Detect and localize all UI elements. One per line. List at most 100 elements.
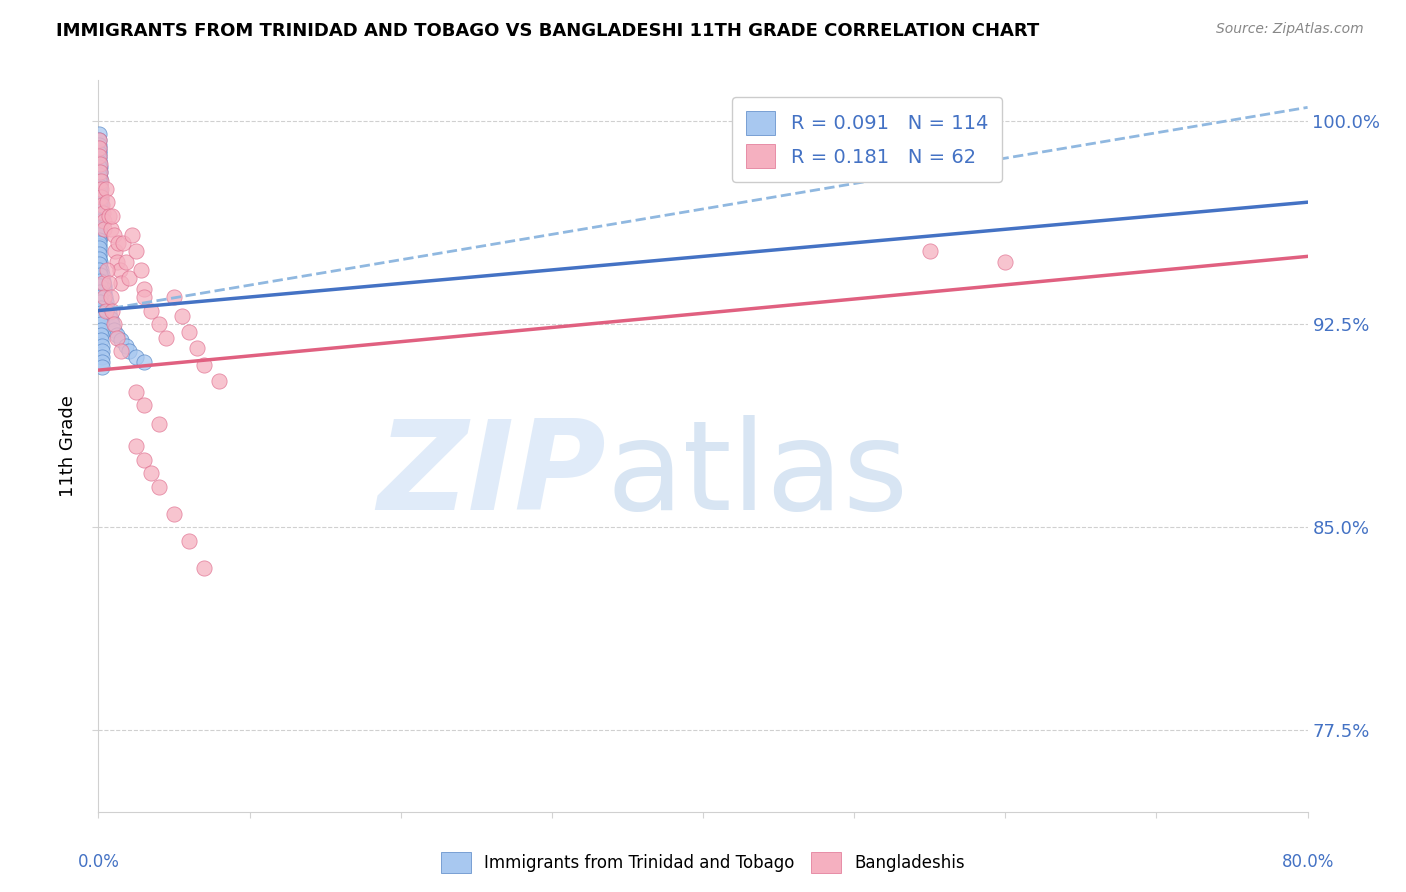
Point [108,263,131,277]
Point [89,165,111,179]
Point [103,317,125,331]
Point [89,195,111,210]
Point [90,322,112,336]
Point [87,235,110,250]
Point [141,466,163,480]
Point [163,507,186,521]
Point [87,146,110,161]
Point [89,217,111,231]
Point [89,176,111,190]
Y-axis label: 11th Grade: 11th Grade [59,395,77,497]
Point [89,157,111,171]
Point [90,311,112,326]
Point [89,203,111,218]
Point [98,277,121,291]
Point [101,317,124,331]
Point [105,327,128,342]
Legend: R = 0.091   N = 114, R = 0.181   N = 62: R = 0.091 N = 114, R = 0.181 N = 62 [733,97,1001,182]
Point [101,209,124,223]
Point [89,144,111,158]
Point [141,303,163,318]
Point [90,211,112,226]
Point [193,358,215,372]
Point [100,222,122,236]
Point [87,128,110,142]
Point [132,355,155,369]
Point [105,254,128,268]
Point [89,260,111,275]
Point [87,138,110,153]
Point [208,374,231,388]
Point [96,195,118,210]
Point [89,187,111,202]
Text: 0.0%: 0.0% [77,854,120,871]
Point [90,334,112,348]
Point [89,209,111,223]
Point [100,290,122,304]
Point [96,263,118,277]
Point [91,277,114,291]
Point [114,254,136,268]
Point [87,133,110,147]
Point [89,271,111,285]
Point [89,168,111,182]
Point [87,133,110,147]
Point [89,154,111,169]
Text: atlas: atlas [606,415,908,536]
Point [87,227,110,242]
Point [90,206,112,220]
Point [125,439,148,453]
Point [89,295,111,310]
Point [93,214,115,228]
Point [186,342,208,356]
Point [179,325,201,339]
Point [89,193,111,207]
Point [89,170,111,185]
Point [89,252,111,266]
Point [89,268,111,283]
Point [87,187,110,202]
Point [89,258,111,272]
Point [96,301,118,315]
Text: Source: ZipAtlas.com: Source: ZipAtlas.com [1216,22,1364,37]
Point [89,209,111,223]
Point [114,339,136,353]
Point [87,178,110,193]
Point [179,533,201,548]
Point [89,190,111,204]
Point [89,141,111,155]
Point [89,185,111,199]
Point [93,282,115,296]
Point [118,344,141,359]
Point [91,206,114,220]
Point [89,225,111,239]
Point [87,193,110,207]
Point [89,263,111,277]
Point [87,246,110,260]
Text: ZIP: ZIP [378,415,606,536]
Point [87,141,110,155]
Point [87,181,110,195]
Point [125,384,148,399]
Point [132,452,155,467]
Point [89,160,111,174]
Point [98,306,121,320]
Point [129,263,152,277]
Point [90,350,112,364]
Point [89,214,111,228]
Point [89,201,111,215]
Text: IMMIGRANTS FROM TRINIDAD AND TOBAGO VS BANGLADESHI 11TH GRADE CORRELATION CHART: IMMIGRANTS FROM TRINIDAD AND TOBAGO VS B… [56,22,1039,40]
Point [89,149,111,163]
Point [89,185,111,199]
Point [87,160,110,174]
Point [89,198,111,212]
Point [89,190,111,204]
Point [110,344,132,359]
Point [101,303,124,318]
Point [87,173,110,187]
Point [170,309,193,323]
Point [91,277,114,291]
Point [89,203,111,218]
Point [89,279,111,293]
Point [89,211,111,226]
